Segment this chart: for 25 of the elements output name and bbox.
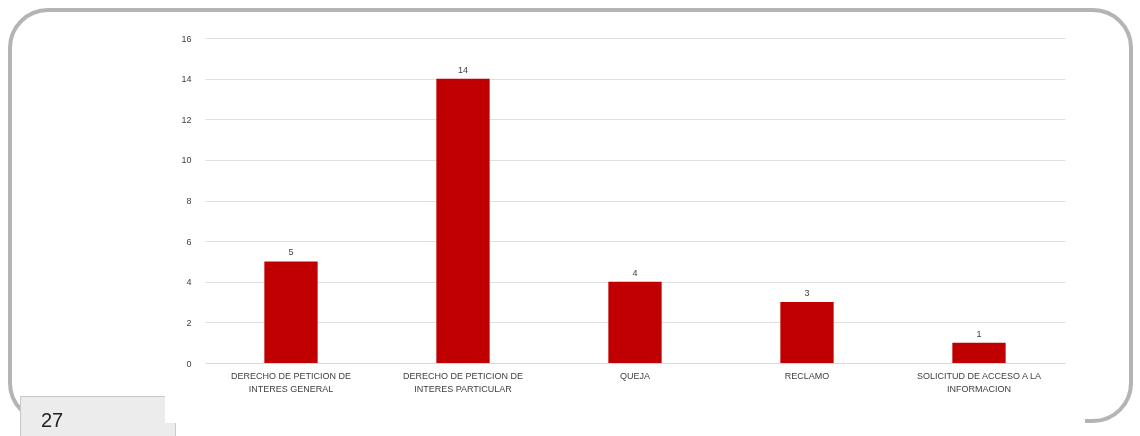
- data-label: 1: [976, 328, 982, 339]
- bar: [952, 342, 1006, 363]
- x-tick-label: DERECHO DE PETICION DE INTERES PARTICULAR: [402, 370, 524, 394]
- x-tick-label: RECLAMO: [784, 370, 830, 381]
- y-tick-label: 10: [181, 155, 192, 166]
- y-tick-label: 4: [186, 277, 192, 288]
- data-label: 5: [288, 247, 294, 258]
- y-tick-label: 6: [186, 236, 192, 247]
- bar: [436, 78, 490, 363]
- y-tick-label: 12: [181, 114, 192, 125]
- data-label: 14: [457, 64, 469, 75]
- data-label: 4: [632, 267, 638, 278]
- bar: [780, 302, 834, 363]
- y-tick-label: 0: [186, 358, 192, 369]
- bar: [608, 281, 662, 363]
- x-tick-label: QUEJA: [619, 370, 651, 381]
- y-tick-label: 16: [181, 33, 192, 44]
- x-tick-label: SOLICITUD DE ACCESO A LA INFORMACION: [916, 370, 1042, 394]
- y-tick-label: 2: [186, 317, 192, 328]
- text: 27: [41, 409, 64, 431]
- data-label: 3: [804, 288, 810, 299]
- y-tick-label: 14: [181, 74, 192, 85]
- x-tick-label: DERECHO DE PETICION DE INTERES GENERAL: [230, 370, 352, 394]
- bar: [264, 261, 318, 363]
- y-tick-label: 8: [186, 196, 192, 206]
